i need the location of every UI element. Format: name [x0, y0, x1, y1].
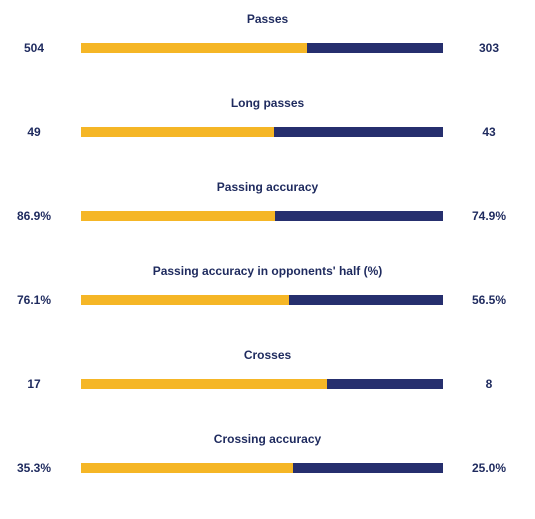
stat-row-crossing-accuracy: Crossing accuracy 35.3% 25.0% — [0, 432, 535, 492]
away-bar-segment — [307, 43, 443, 53]
home-value: 76.1% — [16, 293, 52, 307]
comparison-bar — [81, 127, 443, 137]
home-bar-segment — [81, 379, 328, 389]
home-bar-segment — [81, 127, 274, 137]
away-bar-segment — [288, 295, 443, 305]
comparison-bar — [81, 463, 443, 473]
stat-title: Crossing accuracy — [213, 432, 322, 446]
stat-title: Passes — [246, 12, 289, 26]
stat-row-passing-accuracy-opponents-half: Passing accuracy in opponents' half (%) … — [0, 264, 535, 324]
away-value: 25.0% — [471, 461, 507, 475]
away-bar-segment — [273, 127, 443, 137]
away-value: 74.9% — [471, 209, 507, 223]
stat-row-crosses: Crosses 17 8 — [0, 348, 535, 408]
home-bar-segment — [81, 463, 293, 473]
stat-title: Crosses — [243, 348, 292, 362]
away-value: 8 — [485, 377, 493, 391]
home-bar-segment — [81, 211, 276, 221]
away-value: 56.5% — [471, 293, 507, 307]
home-value: 17 — [27, 377, 41, 391]
home-bar-segment — [81, 43, 308, 53]
away-bar-segment — [292, 463, 443, 473]
stat-title: Passing accuracy — [216, 180, 319, 194]
home-bar-segment — [81, 295, 289, 305]
home-value: 49 — [27, 125, 41, 139]
away-bar-segment — [275, 211, 443, 221]
stat-title: Long passes — [230, 96, 305, 110]
comparison-bar — [81, 43, 443, 53]
home-value: 504 — [23, 41, 45, 55]
stat-title: Passing accuracy in opponents' half (%) — [152, 264, 383, 278]
away-value: 303 — [478, 41, 500, 55]
comparison-bar — [81, 211, 443, 221]
stat-row-long-passes: Long passes 49 43 — [0, 96, 535, 156]
stat-row-passing-accuracy: Passing accuracy 86.9% 74.9% — [0, 180, 535, 240]
home-value: 86.9% — [16, 209, 52, 223]
away-bar-segment — [327, 379, 443, 389]
comparison-bar — [81, 295, 443, 305]
stat-row-passes: Passes 504 303 — [0, 12, 535, 72]
comparison-bar — [81, 379, 443, 389]
home-value: 35.3% — [16, 461, 52, 475]
away-value: 43 — [482, 125, 496, 139]
